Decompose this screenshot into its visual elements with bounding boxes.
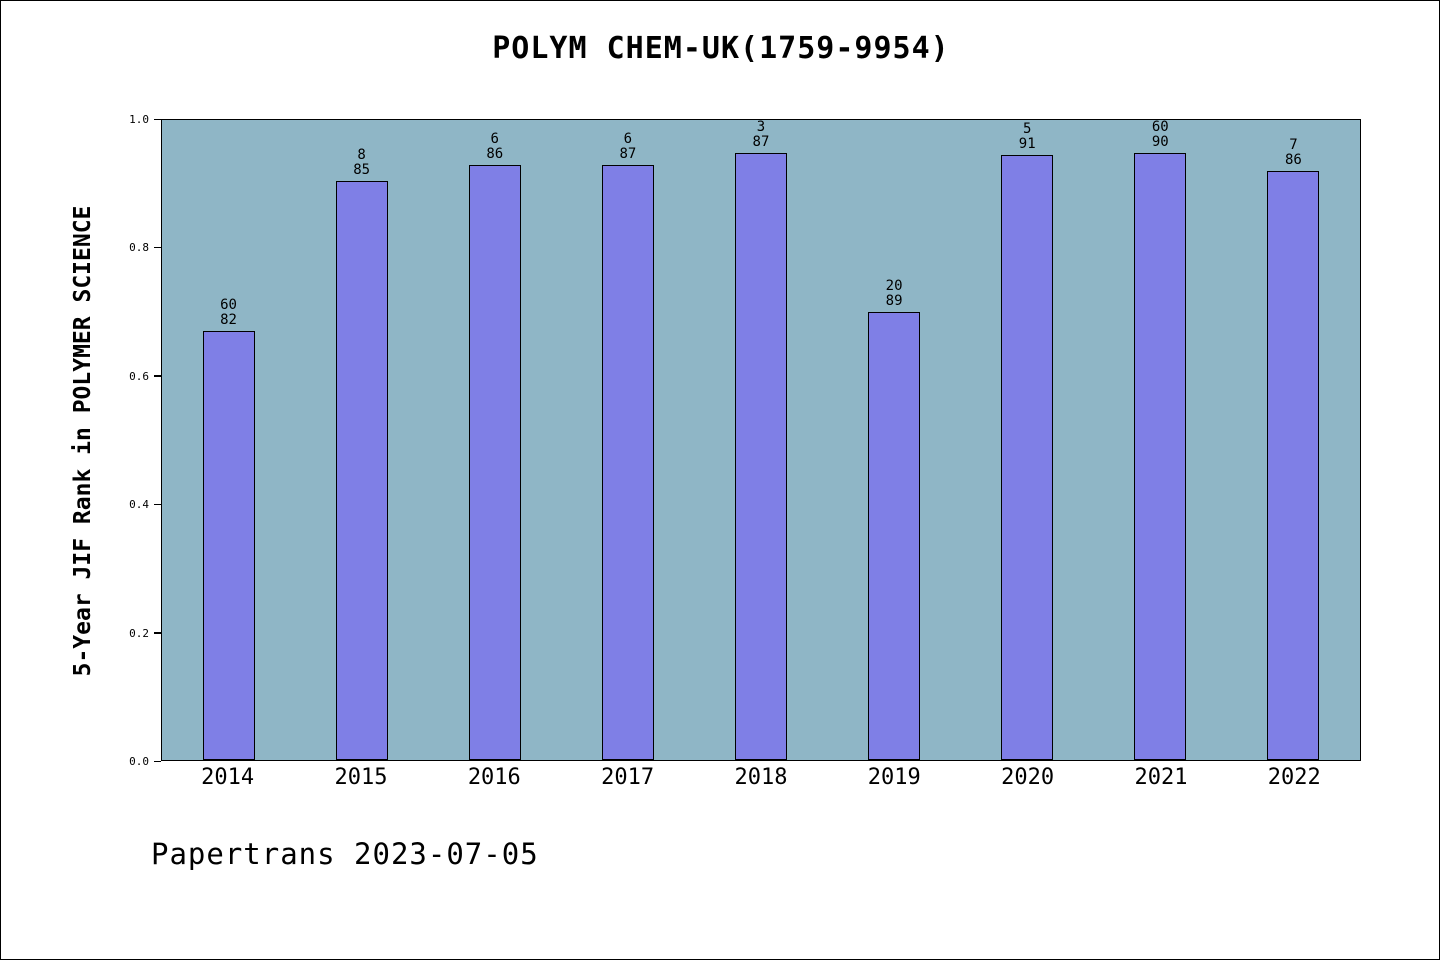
- bar-column: 6 86: [428, 120, 561, 760]
- chart-title: POLYM CHEM-UK(1759-9954): [492, 31, 950, 66]
- y-tick-label: 0.6: [129, 369, 149, 383]
- y-tick-mark: [154, 503, 161, 506]
- y-tick-label: 0.0: [129, 755, 149, 768]
- bar: [868, 312, 921, 760]
- bar: [202, 331, 255, 760]
- bar-column: 8 85: [295, 120, 428, 760]
- x-tick-label: 2021: [1134, 765, 1188, 790]
- x-tick-label: 2020: [1001, 765, 1055, 790]
- y-tick-mark: [154, 632, 161, 634]
- bar-value-label: 6 86: [486, 130, 504, 162]
- bar-value-label: 20 89: [885, 278, 903, 309]
- plot-area: 60 82 8 85 6 86 6 87 3 87 20 89 5 91 60 90 7 86: [161, 119, 1361, 761]
- bar: [468, 164, 521, 760]
- bar-value-label: 7 86: [1284, 137, 1302, 169]
- bar-value-label: 60 90: [1151, 119, 1169, 150]
- y-tick-mark: [154, 118, 161, 120]
- bar: [1134, 153, 1187, 760]
- footer-watermark: Papertrans 2023-07-05: [151, 837, 539, 871]
- bar-value-label: 8 85: [353, 146, 371, 178]
- bar-value-label: 3 87: [752, 119, 770, 150]
- bar-column: 6 87: [561, 120, 694, 760]
- bar: [335, 180, 388, 760]
- bar-value-label: 5 91: [1018, 121, 1036, 153]
- x-tick-label: 2019: [867, 765, 921, 790]
- bar-value-label: 60 82: [220, 297, 237, 329]
- y-axis: 0.0 0.2 0.4 0.6 0.8 1.0: [1, 113, 161, 768]
- bar-column: 5 91: [961, 120, 1094, 760]
- bar: [734, 153, 787, 760]
- x-axis-labels: 2014 2015 2016 2017 2018 2019 2020 2021 2022: [161, 765, 1361, 790]
- bar-column: 20 89: [828, 120, 961, 760]
- y-tick-label: 1.0: [129, 113, 149, 126]
- x-tick-label: 2016: [467, 765, 521, 790]
- bar-column: 60 82: [162, 120, 295, 760]
- x-tick-label: 2014: [201, 765, 255, 790]
- bar-column: 60 90: [1094, 120, 1227, 760]
- bar: [1001, 155, 1054, 760]
- bar: [601, 164, 654, 760]
- y-tick-label: 0.2: [129, 626, 149, 640]
- y-tick-mark: [154, 246, 161, 249]
- bar-column: 3 87: [694, 120, 827, 760]
- bar-value-label: 6 87: [619, 130, 637, 162]
- bar: [1267, 171, 1320, 760]
- x-tick-label: 2015: [334, 765, 388, 790]
- y-tick-mark: [154, 760, 161, 762]
- y-tick-label: 0.4: [129, 498, 149, 512]
- x-tick-label: 2017: [601, 765, 655, 790]
- x-tick-label: 2018: [734, 765, 788, 790]
- y-tick-mark: [154, 375, 161, 377]
- x-tick-label: 2022: [1267, 765, 1321, 790]
- y-tick-label: 0.8: [129, 241, 149, 255]
- bar-column: 7 86: [1227, 120, 1360, 760]
